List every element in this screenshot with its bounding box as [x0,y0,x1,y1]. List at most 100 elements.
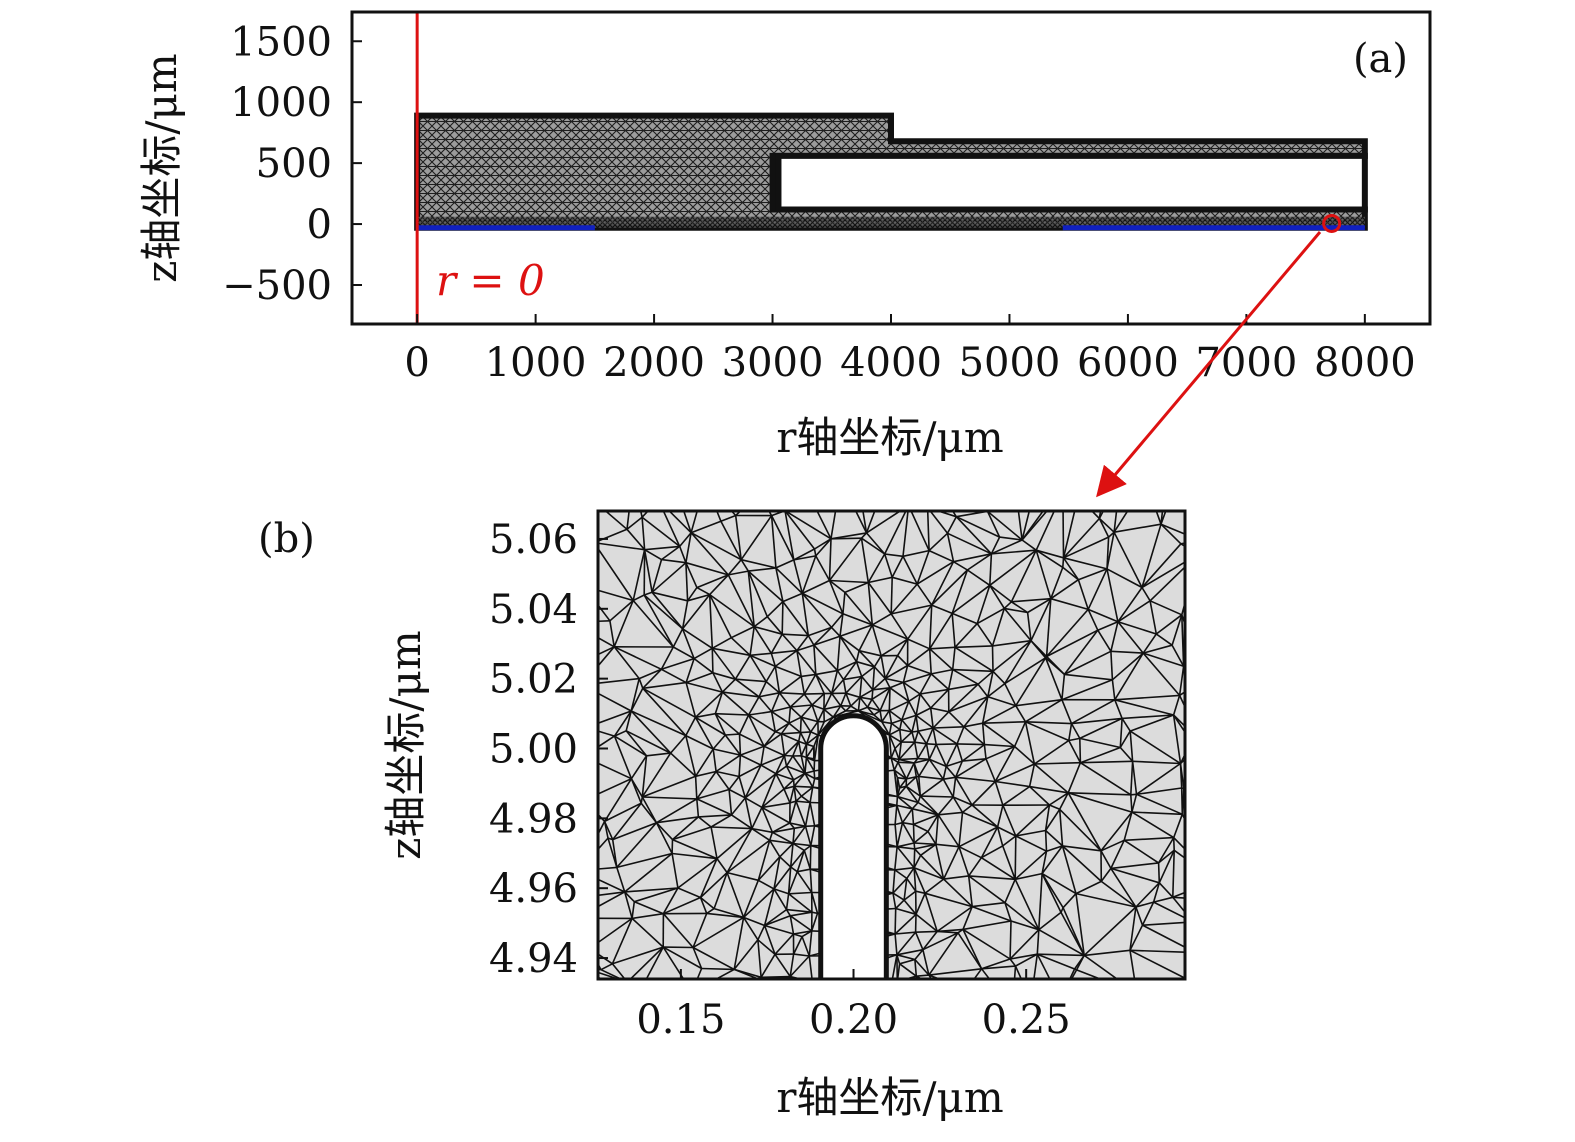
mesh-edge [697,816,712,828]
mesh-edge [896,846,915,869]
mesh-edge [671,816,699,841]
mesh-edge [775,765,787,775]
mesh-edge [804,826,812,846]
mesh-edge [1202,680,1204,744]
mesh-edge [918,775,944,780]
mesh-edge [715,770,740,778]
mesh-edge [842,679,847,694]
mesh-edge [810,731,819,736]
mesh-edge [678,546,687,563]
mesh-edge [1004,902,1040,931]
mesh-edge [994,781,1004,806]
mesh-edge [845,675,863,694]
mesh-edge [1087,568,1108,610]
mesh-edge [749,654,767,683]
mesh-edge [1149,565,1185,602]
mesh-edge [810,721,819,733]
mesh-edge [783,788,791,804]
mesh-edge [796,635,809,652]
mesh-edge [1129,731,1134,762]
mesh-edge [1067,792,1133,813]
mesh-edge [738,776,747,799]
panel-b-x-title: r轴坐标/μm [776,1073,1003,1122]
mesh-edge [919,673,932,695]
mesh-edge [943,878,973,908]
mesh-edge [1035,511,1056,551]
mesh-edge [716,827,753,860]
mesh-edge [641,755,648,798]
mesh-edge [685,561,729,576]
mesh-edge [598,730,615,737]
mesh-edge [710,814,732,828]
mesh-edge [815,674,825,694]
mesh-edge [1017,511,1023,541]
mesh-edge [947,669,954,690]
mesh-edge [1181,813,1185,822]
mesh-edge [1098,517,1115,533]
mesh-edge [1062,557,1080,581]
mesh-edge [641,752,672,798]
mesh-edge [1146,482,1174,489]
mesh-edge [981,958,1011,970]
mesh-edge [1027,598,1052,614]
mesh-edge [1060,993,1137,999]
mesh-edge [915,715,919,732]
mesh-edge [708,594,714,649]
mesh-edge [685,532,692,563]
mesh-edge [1061,699,1073,724]
mesh-edge [787,871,799,895]
mesh-edge [971,905,1012,922]
mesh-edge [775,772,794,781]
mesh-edge [1160,523,1182,545]
mesh-edge [757,856,781,881]
mesh-edge [915,707,932,717]
mesh-edge [1129,924,1144,951]
mesh-edge [715,771,730,790]
mesh-edge [928,932,959,976]
mesh-edge [1110,621,1119,652]
mesh-edge [884,655,899,679]
mesh-edge [823,693,833,710]
mesh-edge [948,711,965,728]
mesh-edge [770,633,783,654]
mesh-edge [884,553,904,558]
mesh-edge [901,701,910,721]
mesh-edge [753,626,772,654]
mesh-edge [956,743,985,746]
mesh-edge [1009,953,1038,960]
mesh-edge [786,908,812,913]
mesh-edge [747,571,755,627]
mesh-edge [937,796,954,816]
mesh-edge [749,654,776,668]
mesh-edge [1028,763,1036,787]
mesh-edge [919,693,932,709]
mesh-edge [823,708,834,718]
mesh-edge [958,846,970,877]
mesh-edge [1010,549,1037,603]
mesh-edge [919,778,944,797]
mesh-edge [968,875,1006,904]
mesh-edge [686,587,698,602]
mesh-edge [775,731,782,735]
mesh-edge [685,682,697,718]
mesh-edge [836,636,841,671]
mesh-edge [1044,657,1063,700]
mesh-edge [954,646,994,672]
mesh-edge [598,542,645,551]
mesh-edge [1011,597,1051,603]
mesh-edge [712,647,751,657]
mesh-edge [850,696,861,707]
mesh-edge [757,939,776,955]
mesh-edge [805,757,815,772]
mesh-edge [915,776,922,797]
mesh-edge [1173,837,1185,851]
mesh-edge [577,918,590,948]
mesh-edge [1025,699,1063,723]
mesh-edge [626,511,630,530]
mesh-edge [862,511,868,534]
mesh-edge [693,647,713,660]
mesh-edge [1173,849,1185,860]
x-tick-label: 4000 [840,340,942,386]
mesh-edge [799,717,802,733]
mesh-edge [1015,872,1043,881]
